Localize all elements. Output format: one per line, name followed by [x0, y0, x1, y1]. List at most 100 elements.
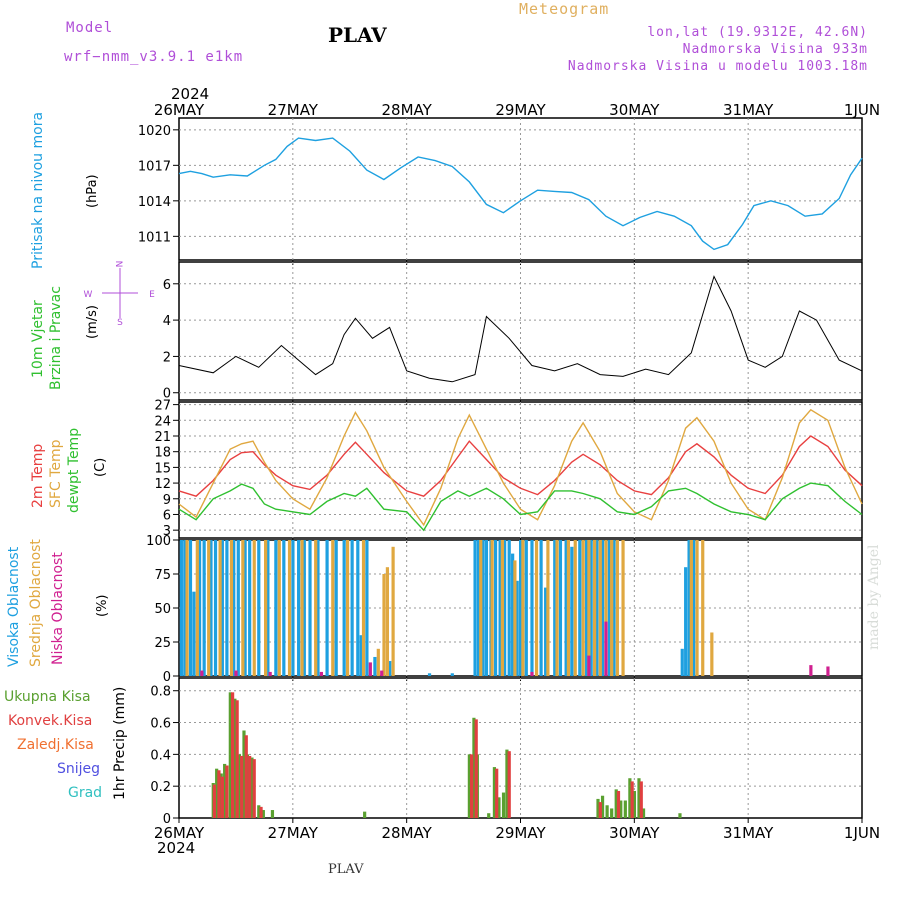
y-tick-label: 3 — [163, 524, 171, 539]
bar — [503, 540, 507, 676]
compass-icon: N S E W — [84, 261, 156, 328]
bar — [368, 662, 372, 676]
bar — [185, 540, 189, 676]
bar — [507, 751, 511, 818]
bar — [244, 735, 248, 818]
bar — [264, 540, 268, 676]
footer-title: PLAV — [328, 862, 364, 877]
model-elevation-label: Nadmorska Visina u modelu 1003.18m — [567, 59, 868, 74]
compass-s: S — [117, 318, 123, 328]
wind-ylabel-1: 10m Vjetar — [30, 300, 46, 378]
bar — [200, 670, 204, 676]
bar — [492, 767, 497, 818]
bar — [495, 768, 499, 818]
bar — [493, 540, 498, 676]
date-label-bottom: 29MAY — [495, 824, 546, 842]
y-tick-label: 0 — [163, 670, 171, 685]
elevation-label: Nadmorska Visina 933m — [682, 42, 868, 57]
bar — [325, 540, 329, 676]
bar — [578, 540, 582, 676]
bar — [524, 540, 528, 676]
bar — [217, 770, 221, 818]
bar — [427, 673, 432, 676]
bar — [637, 778, 641, 818]
bar — [229, 540, 234, 676]
bar — [470, 754, 474, 818]
bar — [544, 587, 548, 676]
bar — [621, 540, 625, 676]
wind-unit: (m/s) — [85, 305, 100, 339]
y-tick-label: 100 — [146, 534, 171, 549]
bar — [692, 540, 696, 676]
legend-freezing: Zaledj.Kisa — [17, 737, 94, 753]
y-tick-label: 4 — [163, 314, 171, 329]
bar — [331, 540, 335, 676]
y-tick-label: 0 — [163, 812, 171, 827]
page-title: PLAV — [328, 23, 387, 47]
bar — [600, 540, 605, 676]
bar — [553, 540, 557, 676]
series-line — [178, 137, 863, 251]
bar — [235, 700, 239, 818]
temperature-unit: (C) — [93, 458, 108, 477]
bar — [534, 540, 539, 676]
bar — [382, 574, 386, 676]
date-label-bottom: 27MAY — [268, 824, 319, 842]
compass-n: N — [113, 261, 123, 268]
y-tick-label: 25 — [154, 636, 171, 651]
bar — [314, 540, 318, 676]
bar — [218, 540, 222, 676]
bar — [501, 792, 506, 818]
bar — [220, 540, 224, 676]
bar — [232, 540, 236, 676]
bar — [566, 540, 571, 676]
date-label-top: 27MAY — [268, 101, 319, 119]
bar — [497, 797, 501, 818]
bar — [297, 540, 301, 676]
mid-cloud-ylabel: Srednja Oblacnost — [28, 539, 44, 667]
bar — [215, 768, 219, 818]
lonlat-label: lon,lat (19.9312E, 42.6N) — [647, 25, 868, 40]
date-label-top: 29MAY — [495, 101, 546, 119]
bar — [573, 540, 577, 676]
bar — [385, 567, 390, 676]
bar — [587, 655, 591, 676]
bar — [212, 784, 216, 818]
bar — [242, 730, 246, 818]
bar — [179, 540, 183, 676]
bar — [684, 567, 688, 676]
bar — [282, 540, 286, 676]
year-label-top: 2024 — [171, 85, 209, 103]
bar — [220, 776, 224, 818]
bar — [472, 717, 476, 818]
bar — [487, 813, 491, 818]
date-label-bottom: 31MAY — [723, 824, 774, 842]
precip-ylabel: 1hr Precip (mm) — [112, 687, 128, 800]
bar — [641, 808, 646, 818]
bar — [555, 540, 559, 676]
bar — [605, 805, 609, 818]
bar — [192, 591, 196, 676]
bar — [188, 540, 193, 676]
y-tick-label: 0.6 — [150, 717, 171, 732]
bar — [228, 692, 232, 818]
bar — [257, 540, 261, 676]
bar — [809, 665, 813, 676]
bar — [223, 763, 227, 818]
bar — [268, 671, 272, 676]
bar — [261, 810, 265, 818]
bar — [680, 648, 684, 676]
bar — [592, 540, 597, 676]
temp2m-ylabel: 2m Temp — [30, 444, 46, 508]
y-tick-label: 0.8 — [150, 685, 171, 700]
date-label-bottom: 1JUN — [844, 824, 880, 842]
bar — [616, 790, 621, 818]
bar — [476, 540, 481, 676]
bar — [248, 540, 252, 676]
bar — [361, 540, 366, 676]
bar — [500, 540, 504, 676]
bar — [363, 811, 367, 818]
bar — [356, 540, 360, 676]
bar — [373, 656, 377, 676]
